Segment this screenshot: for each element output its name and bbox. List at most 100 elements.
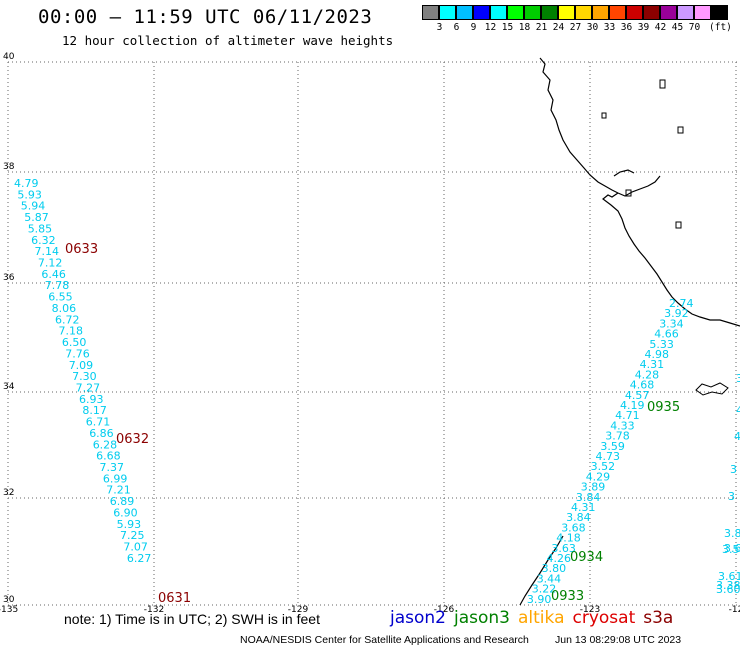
- scale-label: 39: [637, 22, 650, 33]
- swh-value-east: 3.84: [566, 511, 591, 524]
- lon-label: -12: [729, 605, 740, 615]
- units-note: note: 1) Time is in UTC; 2) SWH is in fe…: [64, 611, 320, 627]
- swh-value-east: 2.74: [669, 297, 694, 310]
- scale-unit: (ft): [709, 22, 732, 33]
- swh-value-west: 7.76: [65, 347, 90, 360]
- swh-value-east: 4.31: [640, 358, 665, 371]
- swh-value-east: 3.78: [605, 430, 630, 443]
- scale-swatch: [524, 5, 541, 20]
- island-outline: [659, 79, 666, 89]
- swh-value-east: 4.73: [596, 450, 621, 463]
- swh-value-east: 3.59: [600, 440, 625, 453]
- scale-swatch: [422, 5, 439, 20]
- lon-label: -135: [0, 605, 18, 615]
- scale-swatch: [575, 5, 592, 20]
- swh-value-west: 8.17: [82, 404, 107, 417]
- scale-label: 18: [518, 22, 531, 33]
- scale-swatch: [660, 5, 677, 20]
- satellite-jason2: jason2: [390, 608, 446, 628]
- coastline-segment: [602, 192, 740, 327]
- scale-label: 27: [569, 22, 582, 33]
- swh-value-edge: 3.51: [722, 543, 740, 556]
- swh-value-east: 3.68: [561, 521, 586, 534]
- lon-label: -129: [288, 605, 309, 615]
- scale-swatch: [711, 5, 728, 20]
- pass-time-west: 0632: [116, 432, 149, 447]
- scale-label: 6: [453, 22, 460, 33]
- swh-value-west: 6.46: [41, 268, 66, 281]
- swh-value-west: 7.21: [106, 484, 131, 497]
- swh-value-west: 7.12: [38, 257, 63, 270]
- swh-value-west: 6.72: [55, 313, 80, 326]
- swh-value-west: 7.18: [59, 325, 84, 338]
- satellite-jason3: jason3: [454, 608, 510, 628]
- swh-value-east: 4.29: [586, 470, 611, 483]
- scale-label: 42: [654, 22, 667, 33]
- swh-value-west: 8.06: [52, 302, 77, 315]
- swh-value-east: 3.52: [591, 460, 616, 473]
- swh-value-east: 3.44: [537, 572, 562, 585]
- scale-swatch: [507, 5, 524, 20]
- satellite-s3a: s3a: [643, 608, 674, 628]
- scale-swatch: [677, 5, 694, 20]
- island-outline: [675, 221, 682, 229]
- lat-label: 32: [3, 488, 14, 498]
- swh-value-west: 6.55: [48, 291, 72, 304]
- swh-value-east: 3.89: [581, 481, 606, 494]
- swh-value-east: 4.26: [547, 552, 572, 565]
- pass-time-east: 0935: [647, 400, 680, 415]
- swh-value-east: 3.80: [542, 562, 567, 575]
- lon-label: -132: [144, 605, 164, 615]
- swh-value-west: 7.30: [72, 370, 97, 383]
- swh-value-west: 4.79: [14, 177, 39, 190]
- swh-value-west: 7.09: [69, 359, 94, 372]
- island-outline: [695, 382, 729, 396]
- swh-value-edge: 3.8: [724, 527, 740, 540]
- coastline-segment: [519, 535, 564, 606]
- lon-label: -123: [580, 605, 600, 615]
- pass-time-west: 0633: [65, 242, 98, 257]
- swh-value-east: 4.33: [610, 419, 635, 432]
- swh-value-east: 4.57: [625, 389, 650, 402]
- swh-value-east: 3.34: [659, 317, 684, 330]
- satellite-cryosat: cryosat: [572, 608, 636, 628]
- scale-label: 21: [535, 22, 548, 33]
- swh-value-east: 4.66: [654, 328, 679, 341]
- swh-value-east: 3.84: [576, 491, 601, 504]
- scale-label: 45: [671, 22, 684, 33]
- swh-value-edge: 4: [734, 430, 740, 443]
- swh-value-west: 6.68: [96, 450, 121, 463]
- swh-value-edge: 3.61: [718, 570, 740, 583]
- swh-value-west: 6.93: [79, 393, 104, 406]
- lat-label: 40: [3, 52, 15, 62]
- island-outline: [625, 189, 632, 197]
- altimeter-tracks: 4.795.935.945.875.856.327.147.126.467.78…: [14, 177, 740, 606]
- swh-value-west: 6.50: [62, 336, 87, 349]
- scale-label: 24: [552, 22, 565, 33]
- island-outline: [677, 126, 684, 134]
- swh-value-edge: 3.60: [716, 583, 740, 596]
- lat-label: 30: [3, 595, 15, 605]
- coastline-segment: [613, 169, 635, 177]
- swh-value-west: 6.28: [93, 438, 118, 451]
- map-subtitle: 12 hour collection of altimeter wave hei…: [62, 33, 394, 48]
- swh-value-west: 6.89: [110, 495, 135, 508]
- swh-value-west: 7.07: [123, 541, 147, 554]
- lat-label: 34: [3, 382, 15, 392]
- scale-swatch: [643, 5, 660, 20]
- lat-label: 38: [3, 162, 15, 172]
- swh-value-edge: 3.38: [716, 579, 740, 592]
- swh-value-edge: 3: [730, 463, 737, 476]
- swh-value-east: 5.33: [649, 338, 674, 351]
- scale-label: 33: [603, 22, 616, 33]
- scale-label: 15: [501, 22, 514, 33]
- scale-swatch: [592, 5, 609, 20]
- lat-label: 36: [3, 273, 15, 283]
- swh-value-east: 4.98: [645, 348, 670, 361]
- swh-value-west: 6.27: [127, 552, 151, 565]
- scale-swatch: [558, 5, 575, 20]
- island-outline: [601, 112, 607, 119]
- california-coastline: [519, 57, 740, 606]
